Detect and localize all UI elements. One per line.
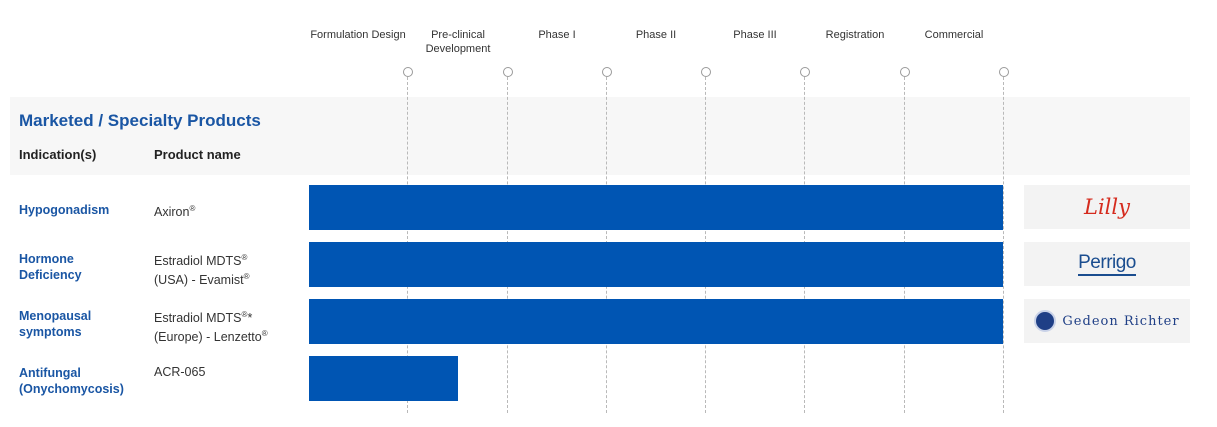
stage-label-registration: Registration <box>825 29 885 41</box>
stage-marker <box>503 67 513 77</box>
row-product: Estradiol MDTS® (USA) - Evamist® <box>154 253 250 288</box>
richter-seal-icon <box>1034 310 1057 332</box>
row-indication: Hypogonadism <box>19 203 110 217</box>
column-header-product: Product name <box>154 147 241 162</box>
stage-marker <box>800 67 810 77</box>
row-indication: Menopausal symptoms <box>19 309 92 339</box>
progress-bar <box>309 185 1003 230</box>
stage-label-phase-2: Phase II <box>635 29 677 41</box>
partner-logo-perrigo: Perrigo <box>1024 242 1190 286</box>
stage-label-phase-3: Phase III <box>733 29 777 41</box>
partner-logo-gedeon-richter: Gedeon Richter <box>1024 299 1190 343</box>
section-title: Marketed / Specialty Products <box>19 111 261 130</box>
row-product: ACR-065 <box>154 365 206 379</box>
progress-bar <box>309 356 458 401</box>
stage-label-commercial: Commercial <box>924 29 984 41</box>
progress-bar <box>309 299 1003 344</box>
stage-marker <box>900 67 910 77</box>
stage-label-formulation-design: Formulation Design <box>310 29 406 41</box>
stage-marker <box>701 67 711 77</box>
progress-bar <box>309 242 1003 287</box>
stage-line <box>1003 77 1004 413</box>
row-product: Axiron® <box>154 204 196 220</box>
partner-logo-lilly: Lilly <box>1024 185 1190 229</box>
row-product: Estradiol MDTS®* (Europe) - Lenzetto® <box>154 310 268 345</box>
section-header-band <box>10 97 1190 175</box>
row-indication: Hormone Deficiency <box>19 252 82 282</box>
row-indication: Antifungal (Onychomycosis) <box>19 366 124 396</box>
stage-marker <box>999 67 1009 77</box>
column-header-indication: Indication(s) <box>19 147 97 162</box>
stage-label-preclinical: Pre-clinical Development <box>425 29 491 55</box>
stage-label-phase-1: Phase I <box>538 29 576 41</box>
stage-marker <box>403 67 413 77</box>
stage-marker <box>602 67 612 77</box>
